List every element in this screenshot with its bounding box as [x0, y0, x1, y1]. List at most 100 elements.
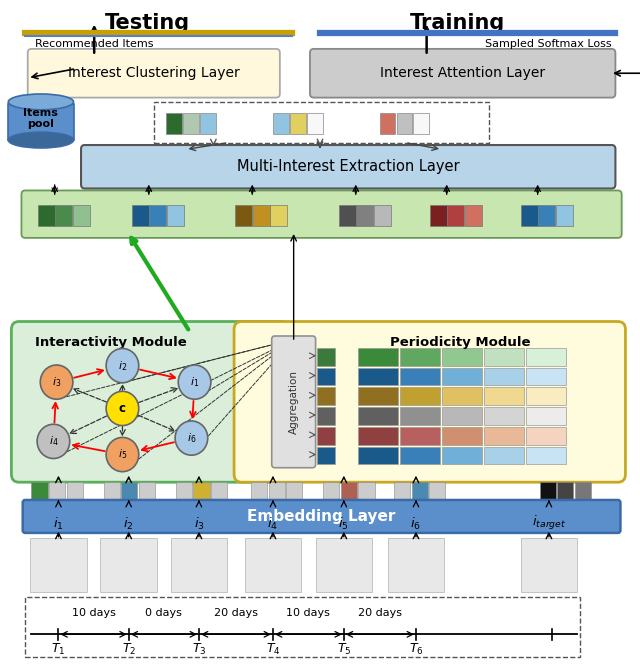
Bar — [200, 114, 216, 134]
Text: $i_4$: $i_4$ — [268, 515, 278, 532]
Bar — [271, 205, 287, 226]
Text: Embedding Layer: Embedding Layer — [248, 509, 396, 524]
Bar — [525, 387, 566, 405]
Bar — [397, 114, 412, 134]
Text: $i_3$: $i_3$ — [193, 515, 204, 532]
Bar — [525, 348, 566, 366]
Bar — [556, 205, 573, 226]
Circle shape — [175, 421, 208, 455]
Text: 20 days: 20 days — [358, 608, 402, 618]
Bar — [67, 482, 83, 499]
FancyBboxPatch shape — [310, 49, 616, 97]
Text: $i_6$: $i_6$ — [187, 431, 196, 445]
Bar — [484, 387, 524, 405]
Text: 20 days: 20 days — [214, 608, 258, 618]
Bar — [211, 482, 227, 499]
Bar — [167, 205, 184, 226]
Text: Interest Clustering Layer: Interest Clustering Layer — [68, 67, 239, 80]
Bar — [25, 597, 580, 657]
FancyBboxPatch shape — [272, 336, 316, 468]
FancyBboxPatch shape — [22, 500, 620, 533]
Bar — [339, 205, 356, 226]
FancyBboxPatch shape — [234, 321, 625, 482]
Bar — [442, 407, 482, 425]
Text: Multi-Interest Extraction Layer: Multi-Interest Extraction Layer — [237, 159, 460, 174]
Text: $T_1$: $T_1$ — [51, 642, 66, 657]
Bar — [244, 538, 301, 591]
Text: $T_2$: $T_2$ — [122, 642, 136, 657]
Bar — [139, 482, 155, 499]
Circle shape — [179, 365, 211, 399]
Bar — [521, 205, 538, 226]
Circle shape — [106, 391, 139, 425]
Bar — [358, 407, 398, 425]
Bar — [442, 348, 482, 366]
Ellipse shape — [8, 94, 74, 110]
Bar — [442, 368, 482, 386]
Bar — [484, 407, 524, 425]
Bar — [538, 205, 555, 226]
Bar — [176, 482, 192, 499]
Bar — [525, 447, 566, 464]
Bar — [388, 538, 444, 591]
Bar — [316, 538, 372, 591]
FancyBboxPatch shape — [28, 49, 280, 97]
Text: Testing: Testing — [105, 13, 190, 33]
Bar — [484, 427, 524, 445]
Bar — [307, 114, 323, 134]
Bar — [484, 348, 524, 366]
Bar — [104, 482, 120, 499]
Text: $T_5$: $T_5$ — [337, 642, 351, 657]
Bar — [525, 427, 566, 445]
Bar — [412, 482, 428, 499]
Circle shape — [37, 424, 70, 458]
Text: Aggregation: Aggregation — [289, 370, 299, 434]
Bar — [442, 387, 482, 405]
Bar — [323, 482, 339, 499]
Bar — [484, 368, 524, 386]
Text: $i_1$: $i_1$ — [190, 375, 199, 389]
Text: 10 days: 10 days — [72, 608, 115, 618]
Bar — [442, 427, 482, 445]
Text: $i_5$: $i_5$ — [118, 448, 127, 462]
Bar — [73, 205, 90, 226]
Circle shape — [106, 349, 139, 383]
Text: Items
pool: Items pool — [24, 108, 58, 130]
Bar — [269, 482, 285, 499]
Bar — [236, 205, 252, 226]
Bar — [429, 482, 445, 499]
Bar — [557, 482, 573, 499]
Text: Sampled Softmax Loss: Sampled Softmax Loss — [485, 39, 612, 49]
Bar — [121, 482, 138, 499]
Bar — [183, 114, 199, 134]
Text: 0 days: 0 days — [145, 608, 182, 618]
Text: Periodicity Module: Periodicity Module — [390, 336, 530, 349]
Bar — [100, 538, 157, 591]
Text: $i_1$: $i_1$ — [53, 515, 64, 532]
Bar — [525, 368, 566, 386]
Bar — [521, 538, 577, 591]
Bar — [49, 482, 65, 499]
Bar — [413, 114, 429, 134]
Bar — [465, 205, 482, 226]
Bar — [358, 348, 398, 366]
FancyBboxPatch shape — [81, 145, 616, 188]
Bar — [30, 538, 86, 591]
Bar — [356, 205, 373, 226]
Text: $\mathbf{c}$: $\mathbf{c}$ — [118, 402, 127, 415]
Text: $i_4$: $i_4$ — [49, 435, 58, 448]
Bar — [399, 387, 440, 405]
Ellipse shape — [8, 132, 74, 148]
Bar — [525, 407, 566, 425]
Text: $i_2$: $i_2$ — [118, 359, 127, 372]
Bar — [442, 447, 482, 464]
Bar — [484, 447, 524, 464]
Bar — [132, 205, 148, 226]
Bar — [251, 482, 268, 499]
Text: $i_6$: $i_6$ — [410, 515, 421, 532]
Bar — [193, 482, 210, 499]
Bar — [149, 205, 166, 226]
Text: $i_2$: $i_2$ — [124, 515, 134, 532]
Bar — [171, 538, 227, 591]
Text: $i_3$: $i_3$ — [52, 375, 61, 389]
